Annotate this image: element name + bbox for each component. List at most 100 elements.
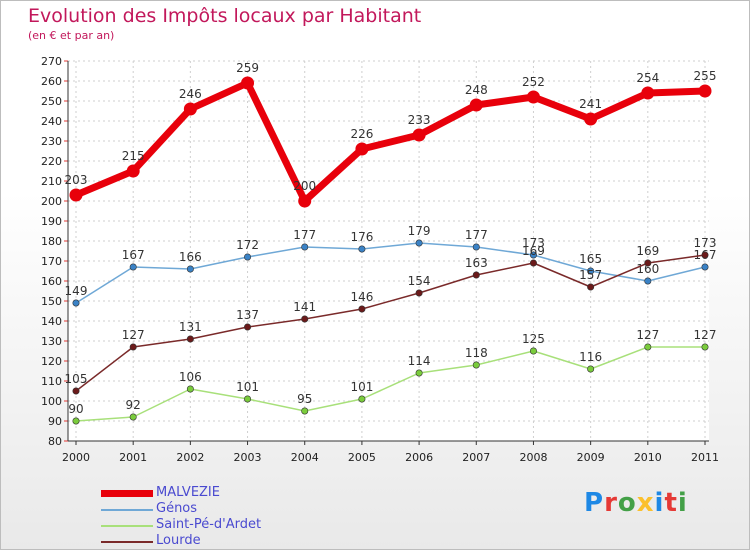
- legend-label: Saint-Pé-d'Ardet: [156, 517, 262, 532]
- data-label: 169: [522, 244, 545, 258]
- data-label: 215: [122, 149, 145, 163]
- legend-label: Génos: [156, 501, 198, 516]
- data-point: [701, 251, 709, 259]
- y-tick-label: 90: [48, 415, 62, 428]
- logo-letter: i: [654, 488, 665, 518]
- data-label: 226: [350, 127, 373, 141]
- data-label: 118: [465, 346, 488, 360]
- y-tick-label: 190: [41, 215, 62, 228]
- proxiti-logo: Proxiti: [584, 488, 688, 518]
- data-label: 241: [579, 97, 602, 111]
- data-label: 127: [694, 328, 717, 342]
- data-point: [244, 323, 252, 331]
- series-line: [75, 242, 706, 304]
- x-tick-label: 2003: [234, 451, 262, 464]
- data-point: [241, 76, 255, 90]
- logo-letter: o: [617, 488, 637, 518]
- data-label: 146: [350, 290, 373, 304]
- data-point: [72, 417, 80, 425]
- data-label: 248: [465, 83, 488, 97]
- data-label: 141: [293, 300, 316, 314]
- data-point: [129, 263, 137, 271]
- y-tick-label: 230: [41, 135, 62, 148]
- data-point: [358, 395, 366, 403]
- data-point: [129, 413, 137, 421]
- y-tick-label: 250: [41, 95, 62, 108]
- data-label: 177: [465, 228, 488, 242]
- data-point: [355, 142, 369, 156]
- data-point: [186, 335, 194, 343]
- data-label: 259: [236, 61, 259, 75]
- data-point: [358, 305, 366, 313]
- data-label: 254: [636, 71, 659, 85]
- y-tick-label: 110: [41, 375, 62, 388]
- data-label: 179: [408, 224, 431, 238]
- data-point: [529, 251, 537, 259]
- data-label: 127: [122, 328, 145, 342]
- data-point: [72, 299, 80, 307]
- data-label: 157: [579, 268, 602, 282]
- data-label: 154: [408, 274, 431, 288]
- data-point: [644, 343, 652, 351]
- y-tick-label: 140: [41, 315, 62, 328]
- x-tick-label: 2008: [519, 451, 547, 464]
- logo-letter: i: [677, 488, 688, 518]
- data-point: [644, 259, 652, 267]
- data-label: 173: [522, 236, 545, 250]
- y-tick-label: 120: [41, 355, 62, 368]
- data-point: [529, 347, 537, 355]
- data-point: [587, 365, 595, 373]
- data-label: 95: [297, 392, 312, 406]
- logo-letter: r: [604, 488, 618, 518]
- data-point: [126, 164, 140, 178]
- data-label: 233: [408, 113, 431, 127]
- data-label: 173: [694, 236, 717, 250]
- data-point: [415, 289, 423, 297]
- series-g-nos: 149167166172177176179177173165160167: [65, 224, 716, 307]
- data-label: 114: [408, 354, 431, 368]
- data-point: [301, 315, 309, 323]
- data-label: 252: [522, 75, 545, 89]
- data-label: 116: [579, 350, 602, 364]
- data-label: 167: [122, 248, 145, 262]
- y-tick-label: 180: [41, 235, 62, 248]
- logo-letter: x: [636, 488, 655, 518]
- series-line: [75, 346, 705, 422]
- data-point: [298, 194, 312, 208]
- data-point: [129, 343, 137, 351]
- data-point: [701, 343, 709, 351]
- data-point: [183, 102, 197, 116]
- data-label: 172: [236, 238, 259, 252]
- series-line: [74, 79, 706, 205]
- legend-swatch: [101, 509, 153, 511]
- y-tick-label: 130: [41, 335, 62, 348]
- data-label: 176: [350, 230, 373, 244]
- data-label: 163: [465, 256, 488, 270]
- data-label: 101: [350, 380, 373, 394]
- data-label: 125: [522, 332, 545, 346]
- data-label: 166: [179, 250, 202, 264]
- data-label: 165: [579, 252, 602, 266]
- x-tick-label: 2006: [405, 451, 433, 464]
- y-tick-label: 160: [41, 275, 62, 288]
- series-saint-p-d-ardet: 90 92 106 101 95 101 114 118 125 116 127 127: [68, 328, 717, 425]
- data-point: [472, 271, 480, 279]
- data-label: 149: [65, 284, 88, 298]
- data-point: [469, 98, 483, 112]
- x-tick-label: 2001: [119, 451, 147, 464]
- data-label: 90: [68, 402, 83, 416]
- legend-swatch: [101, 525, 153, 527]
- data-point: [641, 86, 655, 100]
- data-point: [472, 243, 480, 251]
- data-point: [186, 265, 194, 273]
- data-point: [587, 267, 595, 275]
- data-point: [472, 361, 480, 369]
- data-label: 200: [293, 179, 316, 193]
- data-point: [584, 112, 598, 126]
- data-point: [415, 239, 423, 247]
- data-point: [72, 387, 80, 395]
- data-label: 137: [236, 308, 259, 322]
- y-tick-label: 170: [41, 255, 62, 268]
